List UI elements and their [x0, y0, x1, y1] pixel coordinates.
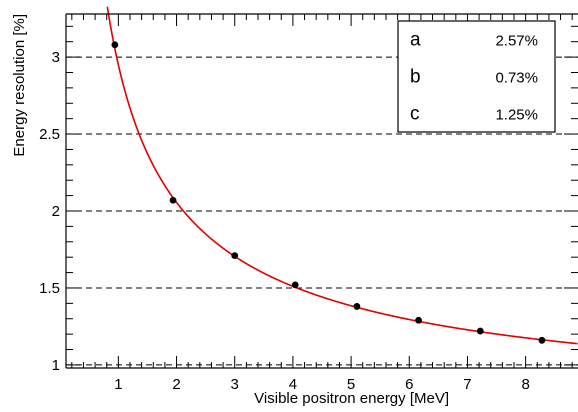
- y-tick-label-1: 1.5: [39, 280, 60, 297]
- grid-lines: [66, 56, 578, 366]
- y-tick-label-0: 1: [52, 357, 60, 374]
- x-tick-label-5: 6: [405, 376, 413, 393]
- x-tick-label-6: 7: [463, 376, 471, 393]
- y-tick-label-2: 2: [52, 203, 60, 220]
- y-tick-label-4: 3: [52, 49, 60, 66]
- x-tick-label-7: 8: [521, 376, 529, 393]
- fit-curve-group: [106, 6, 578, 345]
- data-point-6: [415, 316, 422, 324]
- x-tick-label-4: 5: [347, 376, 355, 393]
- data-point-3: [231, 252, 239, 260]
- data-point-7: [476, 327, 484, 335]
- y-axis-title: Energy resolution [%]: [11, 14, 28, 157]
- fit-parameter-value-1: 0.73%: [495, 70, 538, 87]
- data-point-1: [111, 41, 119, 49]
- axes: 1 1.5 2 2.5 3 1 2 3 4 5 6 7 8: [39, 13, 578, 393]
- x-tick-label-1: 2: [172, 376, 180, 393]
- fit-curve: [106, 6, 578, 345]
- x-axis-title: Visible positron energy [MeV]: [254, 390, 449, 407]
- fit-parameter-name-1: b: [410, 67, 421, 88]
- fit-parameter-box-frame: [397, 20, 556, 133]
- y-tick-label-3: 2.5: [39, 126, 60, 143]
- fit-parameter-value-2: 1.25%: [495, 107, 538, 124]
- x-tick-label-2: 3: [231, 376, 239, 393]
- fit-parameter-value-0: 2.57%: [495, 33, 538, 50]
- data-points: [111, 41, 546, 344]
- fit-parameter-box: a 2.57% b 0.73% c 1.25%: [397, 20, 556, 133]
- data-point-5: [353, 303, 361, 310]
- data-point-4: [291, 281, 299, 289]
- x-tick-label-0: 1: [114, 376, 122, 393]
- fit-parameter-name-0: a: [410, 30, 421, 51]
- fit-parameter-name-2: c: [410, 104, 420, 125]
- x-tick-label-3: 4: [289, 376, 297, 393]
- data-point-8: [538, 336, 546, 344]
- data-point-2: [169, 196, 177, 204]
